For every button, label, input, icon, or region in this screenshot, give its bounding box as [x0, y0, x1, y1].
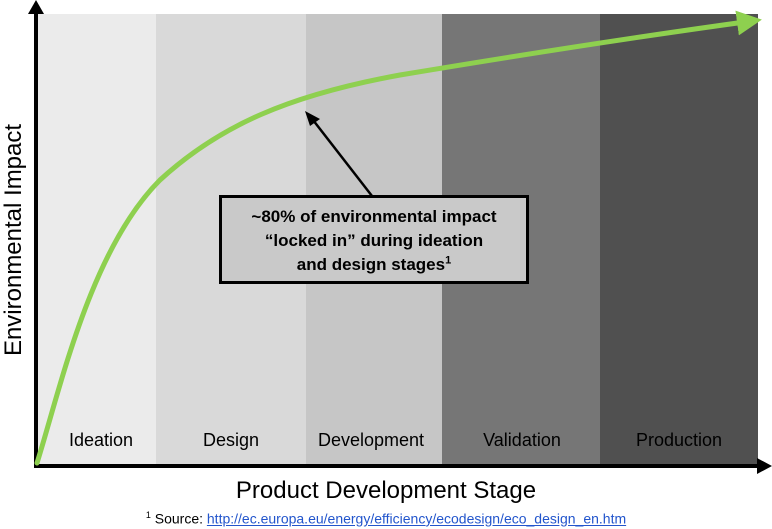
- y-axis-label-text: Environmental Impact: [0, 123, 27, 357]
- x-axis-label: Product Development Stage: [235, 477, 537, 504]
- footnote-marker: 1: [145, 510, 151, 520]
- source-link[interactable]: http://ec.europa.eu/energy/efficiency/ec…: [206, 510, 627, 527]
- stage-label-production: Production: [636, 430, 722, 450]
- stage-label-validation: Validation: [483, 430, 561, 450]
- callout-footnote-marker: 1: [445, 254, 452, 267]
- x-axis-arrowhead: [757, 458, 772, 474]
- stage-band-production: [600, 14, 758, 465]
- footnote: 1 Source: http://ec.europa.eu/energy/eff…: [0, 510, 772, 527]
- callout-line-3: and design stages1: [222, 253, 526, 277]
- callout-arrow-line: [312, 119, 373, 197]
- callout-line-3-text: and design stages: [296, 255, 446, 274]
- y-axis-arrowhead: [28, 0, 44, 14]
- callout-box: ~80% of environmental impact “locked in”…: [219, 195, 529, 284]
- footnote-prefix: Source:: [154, 510, 203, 527]
- stage-label-design: Design: [203, 430, 259, 450]
- stage-label-ideation: Ideation: [69, 430, 133, 450]
- callout-line-1: ~80% of environmental impact: [251, 207, 497, 226]
- stage-label-development: Development: [318, 430, 424, 450]
- callout-arrowhead: [305, 111, 320, 126]
- callout-line-2: “locked in” during ideation: [264, 231, 484, 250]
- impact-curve: [34, 10, 762, 466]
